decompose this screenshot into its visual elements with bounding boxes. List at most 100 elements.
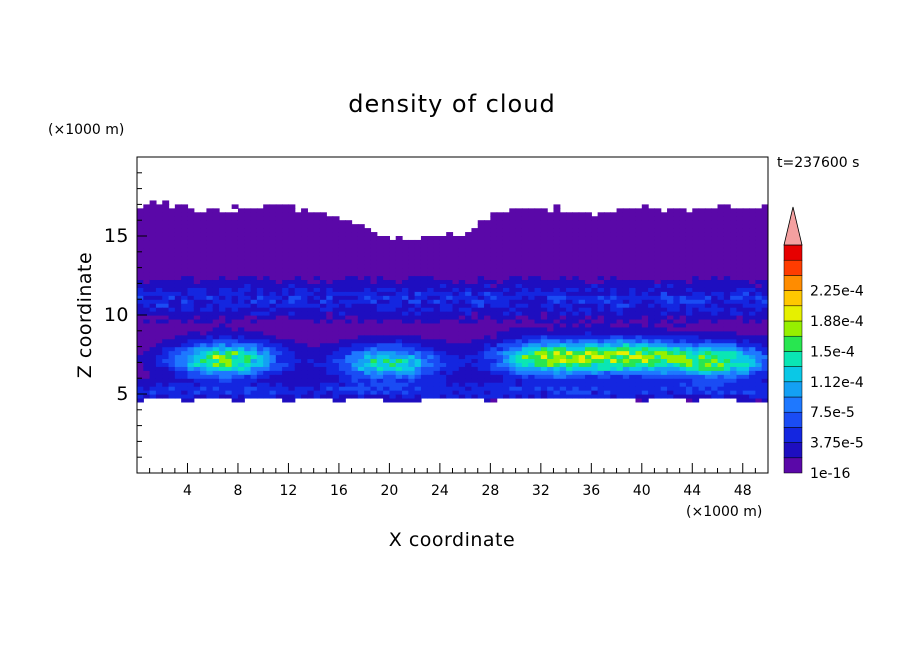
density-cell <box>711 299 719 304</box>
density-cell <box>244 263 252 269</box>
density-cell <box>231 338 239 344</box>
density-cell <box>137 263 144 269</box>
density-cell <box>711 362 719 367</box>
density-cell <box>439 358 447 363</box>
density-cell <box>193 358 201 363</box>
density-cell <box>471 315 479 320</box>
density-cell <box>137 295 144 300</box>
density-cell <box>648 370 656 375</box>
density-cell <box>174 358 182 363</box>
density-cell <box>679 287 687 292</box>
density-cell <box>282 287 290 292</box>
density-cell <box>484 326 491 332</box>
density-cell <box>351 362 359 367</box>
density-cell <box>641 334 649 340</box>
density-cell <box>559 251 567 257</box>
density-cell <box>250 362 258 367</box>
density-cell <box>402 374 409 379</box>
density-cell <box>484 243 491 249</box>
density-cell <box>692 386 700 391</box>
density-cell <box>515 346 523 352</box>
density-cell <box>174 322 182 328</box>
density-cell <box>174 236 182 241</box>
density-cell <box>256 370 264 375</box>
density-cell <box>294 271 302 277</box>
density-cell <box>256 354 264 360</box>
density-cell <box>629 362 637 367</box>
density-cell <box>420 275 428 281</box>
density-cell <box>490 370 498 375</box>
density-cell <box>301 394 308 399</box>
density-cell <box>452 362 460 367</box>
density-cell <box>225 315 233 320</box>
density-cell <box>578 374 586 379</box>
density-cell <box>256 232 264 237</box>
density-cell <box>181 287 189 292</box>
density-cell <box>717 204 725 209</box>
density-cell <box>408 342 416 348</box>
density-cell <box>698 271 706 277</box>
density-cell <box>515 378 523 383</box>
density-cell <box>654 318 662 324</box>
density-cell <box>193 216 201 221</box>
colorbar-swatch <box>783 305 803 322</box>
density-cell <box>143 315 151 320</box>
density-cell <box>187 382 195 387</box>
density-cell <box>534 267 542 273</box>
density-cell <box>149 247 157 253</box>
density-cell <box>231 322 239 328</box>
density-cell <box>736 326 744 332</box>
density-cell <box>219 239 226 245</box>
density-cell <box>591 299 599 304</box>
density-cell <box>572 220 580 225</box>
density-cell <box>704 243 712 249</box>
density-cell <box>231 243 239 249</box>
density-cell <box>534 247 542 253</box>
density-cell <box>711 322 719 328</box>
density-cell <box>509 275 517 281</box>
density-cell <box>673 287 681 292</box>
density-cell <box>357 307 365 312</box>
density-cell <box>420 346 428 352</box>
density-cell <box>433 370 441 375</box>
density-cell <box>408 354 416 360</box>
density-cell <box>427 354 435 360</box>
density-cell <box>484 303 491 308</box>
density-cell <box>667 311 674 316</box>
density-cell <box>534 370 542 375</box>
density-cell <box>288 394 296 399</box>
density-cell <box>307 346 315 352</box>
density-cell <box>711 263 719 269</box>
density-cell <box>730 334 738 340</box>
density-cell <box>452 330 460 336</box>
density-cell <box>244 291 252 296</box>
density-cell <box>622 390 630 395</box>
density-cell <box>591 263 599 269</box>
density-cell <box>723 394 731 399</box>
density-cell <box>212 247 220 253</box>
density-cell <box>534 216 542 221</box>
density-cell <box>566 322 573 328</box>
density-cell <box>704 228 712 233</box>
density-cell <box>237 362 245 367</box>
density-cell <box>219 334 226 340</box>
density-cell <box>345 291 353 296</box>
density-cell <box>528 224 536 229</box>
density-cell <box>219 275 226 281</box>
density-cell <box>597 374 605 379</box>
density-cell <box>143 228 151 233</box>
density-cell <box>717 228 725 233</box>
density-cell <box>200 394 208 399</box>
density-cell <box>667 228 674 233</box>
density-cell <box>515 370 523 375</box>
density-cell <box>313 303 321 308</box>
density-cell <box>149 279 157 284</box>
density-cell <box>692 208 700 213</box>
density-cell <box>490 358 498 363</box>
density-cell <box>219 366 226 371</box>
density-cell <box>547 366 555 371</box>
density-cell <box>282 259 290 265</box>
density-cell <box>301 303 308 308</box>
density-cell <box>155 386 163 391</box>
density-cell <box>711 271 719 277</box>
